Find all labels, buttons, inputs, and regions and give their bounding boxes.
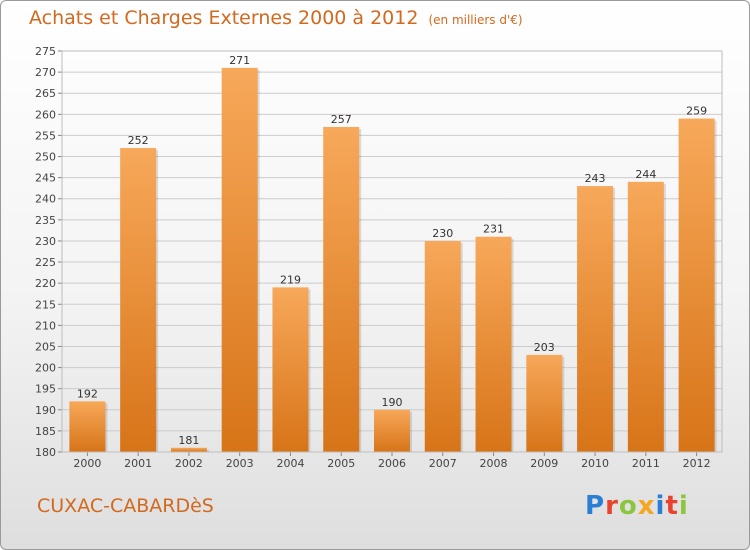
bar-2006 xyxy=(374,409,410,452)
x-tick-label: 2000 xyxy=(73,457,101,470)
x-tick-label: 2005 xyxy=(327,457,355,470)
bar-value-label: 259 xyxy=(686,105,707,118)
y-tick-label: 230 xyxy=(35,235,56,248)
logo-letter: i xyxy=(655,491,666,521)
x-tick-label: 2003 xyxy=(226,457,254,470)
y-tick-label: 210 xyxy=(35,319,56,332)
bar-value-label: 244 xyxy=(635,168,656,181)
logo-letter: x xyxy=(637,491,656,521)
y-tick-label: 220 xyxy=(35,277,56,290)
bar-2009 xyxy=(526,354,563,452)
x-tick-label: 2007 xyxy=(429,457,457,470)
bar-value-label: 181 xyxy=(178,434,199,447)
y-axis-ticks: 180 185 190 195 200 205 210 215 220 225 230 235 240 2… xyxy=(35,45,62,459)
bar-value-label: 203 xyxy=(534,341,555,354)
y-tick-label: 215 xyxy=(35,298,56,311)
y-tick-label: 255 xyxy=(35,129,56,142)
x-axis-ticks: 2000 2001 2002 2003 2004 2005 2006 2007 2008 2009… xyxy=(73,452,711,470)
y-tick-label: 190 xyxy=(35,404,56,417)
y-tick-label: 195 xyxy=(35,383,56,396)
x-tick-label: 2009 xyxy=(530,457,558,470)
y-tick-label: 185 xyxy=(35,425,56,438)
bar-2002 xyxy=(170,447,207,452)
bar-value-label: 230 xyxy=(432,227,453,240)
y-tick-label: 275 xyxy=(35,45,56,58)
bar-value-label: 252 xyxy=(128,134,149,147)
bar-2000 xyxy=(69,401,106,452)
x-tick-label: 2006 xyxy=(378,457,406,470)
proxiti-logo: Proxiti xyxy=(585,491,689,521)
y-tick-label: 245 xyxy=(35,172,56,185)
y-tick-label: 205 xyxy=(35,340,56,353)
gridlines xyxy=(62,50,722,453)
bar-value-label: 219 xyxy=(280,273,301,286)
y-tick-label: 200 xyxy=(35,362,56,375)
bar-value-label: 257 xyxy=(331,113,352,126)
bar-value-label: 231 xyxy=(483,223,504,236)
y-tick-label: 240 xyxy=(35,193,56,206)
bar-2005 xyxy=(323,126,360,453)
bar-2012 xyxy=(678,118,715,453)
y-tick-label: 260 xyxy=(35,108,56,121)
chart-title: Achats et Charges Externes 2000 à 2012 (e… xyxy=(29,7,523,29)
bar-2007 xyxy=(424,240,461,452)
x-tick-label: 2008 xyxy=(480,457,508,470)
logo-letter: t xyxy=(665,491,679,521)
bar-2004 xyxy=(272,287,309,452)
y-tick-label: 180 xyxy=(35,446,56,459)
bar-value-label: 190 xyxy=(382,396,403,409)
y-tick-label: 265 xyxy=(35,87,56,100)
y-tick-label: 225 xyxy=(35,256,56,269)
logo-letter: P xyxy=(585,491,606,521)
y-tick-label: 235 xyxy=(35,214,56,227)
bar-value-label: 271 xyxy=(229,54,250,67)
plot-area-border xyxy=(61,50,723,453)
x-tick-label: 2012 xyxy=(683,457,711,470)
bars: 192 252 181 271 219 257 190 230 231 203 243 244 259 xyxy=(69,54,717,453)
x-tick-label: 2001 xyxy=(124,457,152,470)
logo-letter: i xyxy=(678,491,689,521)
logo-letter: o xyxy=(618,491,638,521)
x-tick-label: 2010 xyxy=(581,457,609,470)
x-tick-label: 2004 xyxy=(276,457,304,470)
y-tick-label: 250 xyxy=(35,151,56,164)
bar-2003 xyxy=(221,67,258,452)
title-unit: (en milliers d'€) xyxy=(428,13,523,27)
bar-2011 xyxy=(627,181,664,452)
title-text: Achats et Charges Externes 2000 à 2012 xyxy=(29,7,419,29)
bar-2001 xyxy=(120,148,157,452)
logo-letter: r xyxy=(605,491,619,521)
commune-name: CUXAC-CABARDèS xyxy=(37,495,214,517)
bar-value-label: 192 xyxy=(77,387,98,400)
y-tick-label: 270 xyxy=(35,66,56,79)
bar-2008 xyxy=(475,236,512,452)
x-tick-label: 2011 xyxy=(632,457,660,470)
x-tick-label: 2002 xyxy=(175,457,203,470)
bar-2010 xyxy=(577,186,614,453)
bar-value-label: 243 xyxy=(585,172,606,185)
